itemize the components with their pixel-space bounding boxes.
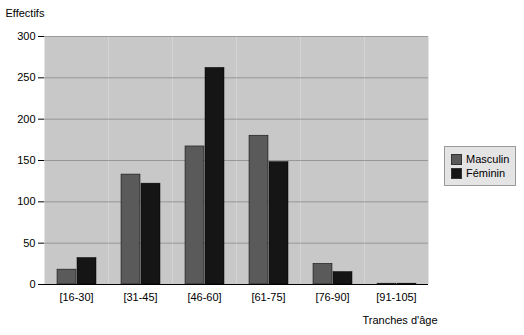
- html-text:Féminin: Féminin: [466, 167, 506, 179]
- svg-text:Effectifs: Effectifs: [6, 7, 45, 19]
- svg-text:[91-105]: [91-105]: [376, 291, 416, 303]
- svg-text:[16-30]: [16-30]: [59, 291, 93, 303]
- svg-text:Tranches d'âge: Tranches d'âge: [362, 314, 437, 326]
- svg-text:300: 300: [17, 30, 35, 42]
- svg-text:250: 250: [17, 71, 35, 83]
- svg-text:100: 100: [17, 195, 35, 207]
- svg-text:[31-45]: [31-45]: [123, 291, 157, 303]
- svg-text:200: 200: [17, 113, 35, 125]
- svg-text:0: 0: [29, 278, 35, 290]
- svg-text:[61-75]: [61-75]: [251, 291, 285, 303]
- html-text:Masculin: Masculin: [466, 153, 510, 165]
- svg-text:150: 150: [17, 154, 35, 166]
- svg-text:[46-60]: [46-60]: [187, 291, 221, 303]
- svg-text:[76-90]: [76-90]: [315, 291, 349, 303]
- svg-text:50: 50: [23, 237, 35, 249]
